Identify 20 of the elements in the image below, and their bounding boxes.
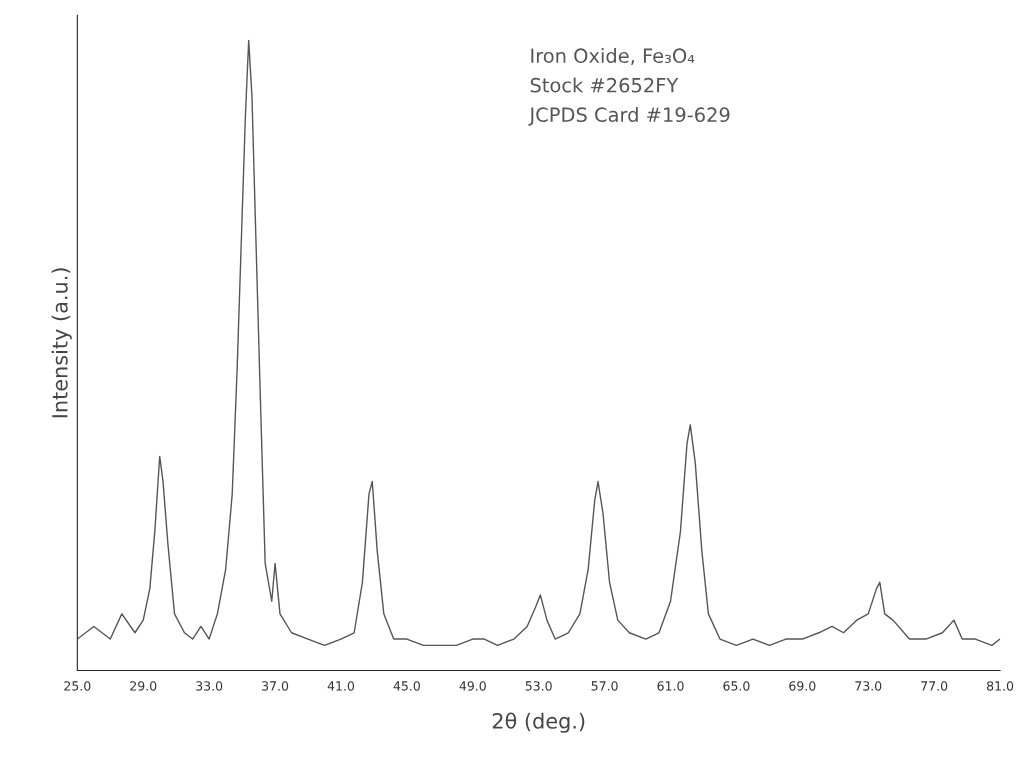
annotation: JCPDS Card #19-629 bbox=[528, 106, 730, 126]
x-tick-label: 45.0 bbox=[393, 681, 420, 691]
annotation: Iron Oxide, Fe₃O₄ bbox=[531, 48, 695, 66]
x-tick-label: 25.0 bbox=[64, 681, 91, 691]
y-axis-title: Intensity (a.u.) bbox=[51, 268, 72, 418]
annotation: Stock #2652FY bbox=[530, 77, 679, 93]
x-tick-label: 65.0 bbox=[723, 681, 750, 691]
x-tick-label: 37.0 bbox=[262, 681, 289, 691]
x-tick-label: 33.0 bbox=[196, 681, 223, 691]
x-axis-title: 2θ (deg.) bbox=[492, 712, 585, 733]
x-tick-label: 81.0 bbox=[987, 681, 1014, 691]
x-tick-label: 73.0 bbox=[855, 681, 882, 691]
x-tick-label: 77.0 bbox=[921, 681, 948, 691]
x-tick-label: 57.0 bbox=[591, 681, 618, 691]
x-tick-label: 61.0 bbox=[657, 681, 684, 691]
x-tick-label: 41.0 bbox=[327, 681, 355, 691]
x-tick-label: 69.0 bbox=[789, 681, 816, 691]
x-tick-label: 29.0 bbox=[130, 681, 157, 691]
x-tick-label: 49.0 bbox=[459, 681, 486, 691]
x-tick-label: 53.0 bbox=[525, 681, 552, 691]
